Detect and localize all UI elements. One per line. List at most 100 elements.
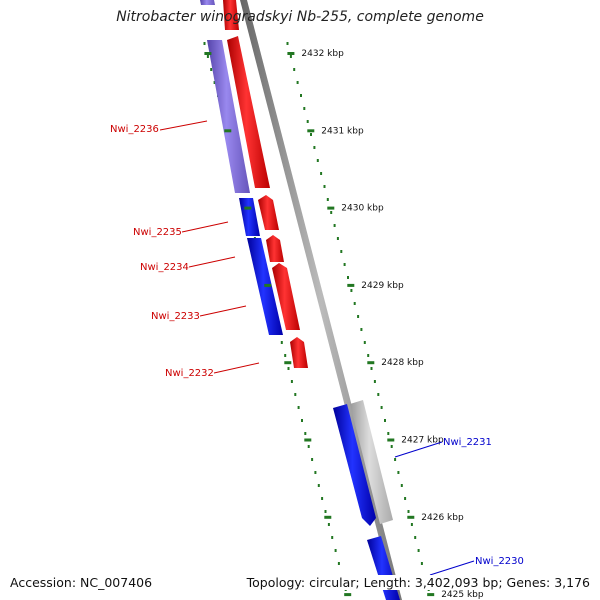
ruler-tick-label: 2426 kbp [421, 513, 464, 523]
ruler-dot-left [290, 380, 293, 383]
ruler-tick-right [307, 129, 315, 133]
ruler-dot-right [326, 198, 329, 201]
ruler-dot-right [313, 146, 316, 149]
gene-label-leader-line [188, 256, 236, 268]
ruler-dot-right [320, 172, 323, 175]
ruler-tick-right [287, 52, 295, 55]
ruler-dot-left [331, 536, 334, 539]
ruler-dot-right [303, 107, 306, 110]
gene-label-leader-line [199, 305, 247, 317]
ruler-dot-right [384, 419, 386, 422]
ruler-dot-right [293, 68, 296, 71]
gene-label-nwi-2234[interactable]: Nwi_2234 [140, 262, 189, 273]
ruler-tick-label: 2428 kbp [381, 358, 424, 368]
ruler-dot-right [420, 562, 423, 565]
ruler-tick-label: 2432 kbp [301, 49, 344, 59]
ruler-dot-left [203, 42, 206, 45]
gene-label-nwi-2235[interactable]: Nwi_2235 [133, 227, 182, 238]
ruler-dot-left [314, 471, 317, 474]
ruler-dot-left [304, 432, 307, 435]
ruler-tick-left [324, 515, 332, 519]
ruler-dot-right [400, 484, 403, 487]
gene-label-leader-line [394, 441, 443, 458]
ruler-dot-left [327, 523, 330, 526]
ruler-tick-right [387, 438, 395, 442]
ruler-dot-left [321, 497, 324, 500]
ruler-tick-right [327, 206, 335, 210]
ruler-dot-left [287, 367, 290, 370]
ruler-tick-right [367, 361, 375, 365]
ruler-dot-left [213, 81, 216, 84]
ruler-dot-left [307, 445, 310, 448]
ruler-tick-left [344, 593, 352, 597]
gene-feature-top-blue [200, 0, 215, 5]
ruler-dot-left [297, 406, 300, 409]
ruler-dot-right [289, 55, 292, 58]
ruler-dot-right [407, 510, 410, 513]
gene-label-leader-line [159, 120, 208, 131]
ruler-dot-right [310, 133, 312, 136]
ruler-dot-right [333, 224, 336, 227]
ruler-dot-right [404, 497, 407, 500]
ruler-dot-left [301, 419, 303, 422]
ruler-dot-left [280, 341, 283, 344]
ruler-dot-right [390, 445, 393, 448]
gene-label-leader-line [213, 362, 260, 374]
ruler-dot-left [210, 68, 213, 71]
gene-feature-red-2233 [272, 263, 300, 330]
gene-label-nwi-2231[interactable]: Nwi_2231 [443, 437, 492, 448]
ruler-dot-left [334, 549, 337, 552]
ruler-tick-label: 2429 kbp [361, 281, 404, 291]
gene-label-leader-line [429, 560, 475, 576]
gene-label-leader-line [181, 221, 229, 233]
gene-feature-gray [350, 400, 393, 524]
ruler-dot-left [337, 562, 340, 565]
gene-feature-red-long [227, 36, 270, 188]
ruler-tick-left [284, 361, 292, 365]
gene-features [200, 0, 400, 600]
ruler-dot-right [417, 549, 420, 552]
ruler-dot-right [296, 81, 299, 84]
gene-feature-red-2234 [266, 235, 284, 262]
gene-feature-nwi-2232 [290, 337, 308, 368]
genome-summary-text: Topology: circular; Length: 3,402,093 bp… [244, 575, 592, 590]
gene-feature-nwi-2230 [367, 536, 400, 600]
ruler-tick-right [407, 515, 415, 519]
ruler-dot-right [300, 94, 302, 97]
ruler-tick-label: 2427 kbp [401, 436, 444, 446]
ruler-dot-right [394, 458, 397, 461]
gene-feature-red-2235 [258, 195, 279, 230]
ruler-tick-left [204, 52, 212, 55]
gene-feature-nwi-2236 [207, 40, 250, 193]
ruler-tick-label: 2430 kbp [341, 204, 384, 214]
ruler-dot-left [206, 55, 209, 58]
gene-feature-top-red [223, 0, 239, 30]
ruler-dot-right [336, 237, 339, 240]
gene-label-nwi-2236[interactable]: Nwi_2236 [110, 124, 159, 135]
gene-label-nwi-2232[interactable]: Nwi_2232 [165, 368, 214, 379]
ruler-dot-right [323, 185, 326, 188]
ruler-dot-left [284, 354, 287, 357]
ruler-dot-right [316, 159, 319, 162]
gene-label-nwi-2233[interactable]: Nwi_2233 [151, 311, 200, 322]
ruler-dot-left [317, 484, 320, 487]
gene-label-nwi-2230[interactable]: Nwi_2230 [475, 556, 524, 567]
ruler-tick-label: 2425 kbp [441, 590, 484, 600]
ruler-dot-left [324, 510, 327, 513]
ruler-tick-left [244, 206, 252, 210]
gene-feature-nwi-2235 [239, 198, 260, 236]
ruler-tick-right [427, 593, 435, 597]
page-title: Nitrobacter winogradskyi Nb-255, complet… [116, 9, 484, 25]
ruler-dot-right [286, 42, 289, 45]
ruler-tick-right [347, 283, 355, 287]
accession-text: Accession: NC_007406 [8, 575, 155, 590]
ruler-dot-right [330, 211, 333, 214]
ruler-dot-right [370, 367, 373, 370]
ruler-dot-right [353, 302, 356, 305]
ruler-dot-right [357, 315, 360, 318]
ruler-dot-right [350, 289, 353, 292]
ruler-dot-right [306, 120, 309, 123]
gene-labels: Nwi_2236 Nwi_2235 Nwi_2234 Nwi_2233 Nwi_2232… [110, 120, 524, 576]
ruler-dot-right [343, 263, 346, 266]
